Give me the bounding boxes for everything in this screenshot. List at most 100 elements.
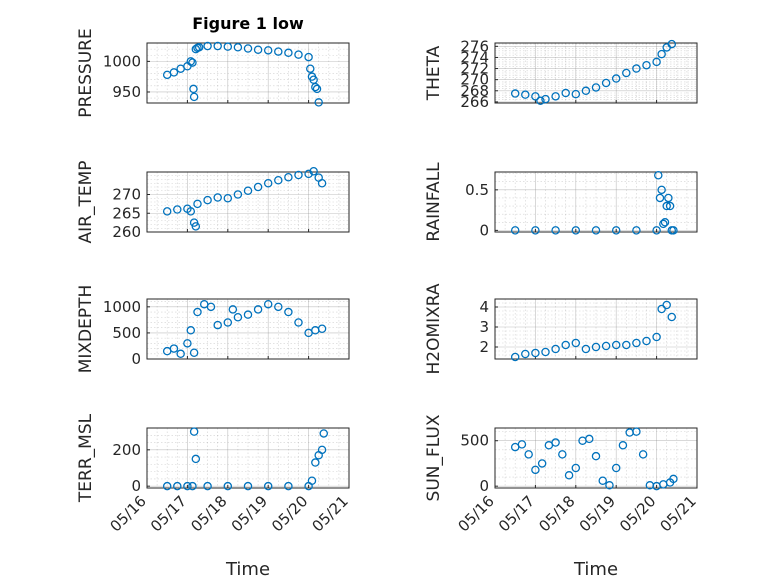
data-point <box>189 92 199 102</box>
data-point <box>611 463 621 473</box>
data-point <box>186 57 196 66</box>
data-point <box>284 172 293 182</box>
data-point <box>294 318 303 327</box>
data-point <box>667 39 677 49</box>
data-point <box>203 195 212 205</box>
y-tick-label: 1000 <box>103 52 141 70</box>
y-tick-label: 272 <box>460 60 489 78</box>
data-point <box>654 170 663 180</box>
series-markers <box>510 170 678 235</box>
data-point <box>191 454 201 464</box>
data-point <box>652 57 661 67</box>
data-point <box>632 338 641 348</box>
data-point <box>194 43 204 52</box>
data-point <box>169 68 179 77</box>
data-point <box>309 166 318 176</box>
data-point <box>311 458 320 467</box>
data-point <box>176 349 185 359</box>
data-point <box>611 226 621 235</box>
data-point <box>598 476 607 485</box>
data-point <box>186 207 196 216</box>
data-point <box>304 52 313 62</box>
data-point <box>581 86 591 96</box>
panel-rainfall: 0 0.5 RAINFALL <box>424 162 698 242</box>
data-point <box>551 92 560 101</box>
data-point <box>233 313 243 322</box>
data-point <box>669 226 678 235</box>
data-point <box>669 474 678 484</box>
data-point <box>591 451 601 461</box>
data-point <box>162 207 172 216</box>
data-point <box>537 459 547 468</box>
data-point <box>662 201 671 211</box>
data-point <box>660 218 670 227</box>
data-point <box>521 90 530 99</box>
data-point <box>203 481 212 491</box>
axes-box <box>146 427 350 489</box>
data-point <box>585 434 594 444</box>
data-point <box>531 465 540 475</box>
data-point <box>203 41 212 51</box>
data-point <box>206 302 216 312</box>
data-point <box>657 49 666 59</box>
data-point <box>223 42 233 51</box>
data-point <box>274 302 283 312</box>
data-point <box>263 481 273 491</box>
y-tick-label: 274 <box>460 48 489 66</box>
data-point <box>284 481 293 491</box>
data-point <box>284 48 293 58</box>
x-axis-label: Time <box>573 559 618 580</box>
data-point <box>304 169 313 179</box>
axes-box <box>146 298 350 360</box>
data-point <box>591 83 601 92</box>
data-point <box>317 324 327 333</box>
data-point <box>233 190 243 199</box>
y-tick-label: 500 <box>112 324 141 342</box>
data-point <box>183 481 192 491</box>
data-point <box>581 344 591 354</box>
data-point <box>531 92 540 101</box>
data-point <box>193 307 202 317</box>
axes-box <box>494 171 698 233</box>
data-point <box>517 440 527 449</box>
data-point <box>551 438 560 447</box>
data-point <box>274 175 283 185</box>
series-markers <box>162 427 328 491</box>
data-point <box>213 320 222 330</box>
data-point <box>253 182 263 192</box>
data-point <box>510 352 520 362</box>
data-point <box>189 427 199 436</box>
data-point <box>571 338 581 348</box>
data-point <box>605 481 614 490</box>
grid <box>494 428 698 488</box>
data-point <box>541 347 550 357</box>
y-axis-label: SUN_FLUX <box>424 414 444 501</box>
data-point <box>284 307 293 317</box>
data-point <box>188 58 197 67</box>
data-point <box>213 41 222 51</box>
data-point <box>263 178 273 188</box>
data-point <box>611 74 621 83</box>
data-point <box>632 427 641 436</box>
data-point <box>638 450 648 459</box>
data-point <box>558 450 567 459</box>
y-tick-label: 266 <box>460 93 489 111</box>
y-tick-label: 268 <box>460 82 489 100</box>
data-point <box>173 205 182 214</box>
y-tick-label: 2 <box>479 338 489 356</box>
data-point <box>632 226 641 235</box>
data-point <box>189 348 199 357</box>
data-point <box>162 481 172 491</box>
data-point <box>662 300 671 310</box>
data-point <box>311 82 320 92</box>
data-point <box>642 336 651 346</box>
data-point <box>591 342 601 352</box>
y-tick-label: 260 <box>112 223 141 241</box>
data-point <box>243 186 253 195</box>
plot-area <box>147 172 349 232</box>
data-point <box>243 481 253 491</box>
data-point <box>618 441 628 450</box>
series-markers <box>162 299 327 359</box>
